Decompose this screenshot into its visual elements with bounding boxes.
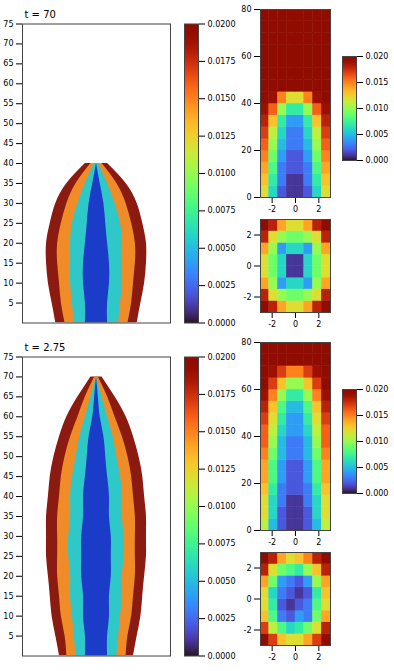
- svg-text:0: 0: [246, 262, 251, 271]
- svg-text:25: 25: [3, 219, 13, 228]
- svg-text:0.010: 0.010: [366, 437, 389, 446]
- svg-text:0.015: 0.015: [366, 411, 389, 420]
- svg-text:0: 0: [246, 595, 251, 604]
- svg-text:50: 50: [3, 119, 13, 128]
- svg-text:0.0075: 0.0075: [208, 539, 236, 548]
- svg-text:2: 2: [316, 538, 321, 546]
- svg-text:40: 40: [3, 159, 13, 168]
- svg-text:0.000: 0.000: [366, 156, 389, 165]
- svg-text:0.005: 0.005: [366, 130, 389, 139]
- svg-text:30: 30: [3, 199, 13, 208]
- svg-text:2: 2: [316, 205, 321, 213]
- svg-text:30: 30: [3, 532, 13, 541]
- svg-text:0.0000: 0.0000: [208, 319, 236, 328]
- svg-text:0.0075: 0.0075: [208, 206, 236, 215]
- svg-text:0.0100: 0.0100: [208, 169, 236, 178]
- svg-text:10: 10: [3, 612, 13, 621]
- svg-text:2: 2: [316, 653, 321, 661]
- svg-text:0.0125: 0.0125: [208, 132, 236, 141]
- svg-text:2: 2: [246, 564, 251, 573]
- svg-text:-2: -2: [268, 320, 276, 328]
- svg-text:35: 35: [3, 512, 13, 521]
- svg-text:0: 0: [293, 320, 298, 328]
- svg-text:50: 50: [3, 452, 13, 461]
- svg-text:80: 80: [241, 5, 251, 14]
- svg-text:75: 75: [3, 353, 13, 362]
- svg-text:55: 55: [3, 432, 13, 441]
- svg-text:0: 0: [293, 653, 298, 661]
- svg-text:t = 2.75: t = 2.75: [25, 342, 66, 353]
- svg-text:-2: -2: [268, 538, 276, 546]
- svg-text:0.0150: 0.0150: [208, 94, 236, 103]
- svg-text:20: 20: [3, 239, 13, 248]
- svg-text:0.0050: 0.0050: [208, 577, 236, 586]
- svg-text:80: 80: [241, 338, 251, 347]
- svg-text:20: 20: [3, 572, 13, 581]
- svg-text:t = 70: t = 70: [25, 9, 56, 20]
- svg-text:0.0025: 0.0025: [208, 614, 236, 623]
- svg-text:40: 40: [3, 492, 13, 501]
- svg-text:0.0200: 0.0200: [208, 353, 236, 362]
- svg-text:0.0175: 0.0175: [208, 390, 236, 399]
- svg-text:5: 5: [8, 299, 13, 308]
- svg-text:0: 0: [246, 526, 251, 535]
- svg-text:40: 40: [241, 99, 251, 108]
- svg-text:-2: -2: [268, 205, 276, 213]
- svg-text:0.0000: 0.0000: [208, 652, 236, 661]
- svg-text:20: 20: [241, 146, 251, 155]
- svg-text:0.0100: 0.0100: [208, 502, 236, 511]
- svg-text:0.020: 0.020: [366, 52, 389, 61]
- svg-text:-2: -2: [244, 293, 252, 302]
- svg-text:0.0125: 0.0125: [208, 465, 236, 474]
- svg-text:0.015: 0.015: [366, 78, 389, 87]
- svg-text:65: 65: [3, 59, 13, 68]
- svg-text:20: 20: [241, 479, 251, 488]
- svg-text:55: 55: [3, 99, 13, 108]
- svg-text:70: 70: [3, 372, 13, 381]
- svg-text:0.0025: 0.0025: [208, 281, 236, 290]
- svg-text:15: 15: [3, 592, 13, 601]
- svg-text:0: 0: [293, 205, 298, 213]
- svg-text:25: 25: [3, 552, 13, 561]
- svg-text:45: 45: [3, 139, 13, 148]
- svg-text:10: 10: [3, 279, 13, 288]
- svg-text:15: 15: [3, 259, 13, 268]
- svg-text:45: 45: [3, 472, 13, 481]
- svg-text:70: 70: [3, 39, 13, 48]
- svg-text:60: 60: [241, 385, 251, 394]
- svg-text:0.005: 0.005: [366, 463, 389, 472]
- svg-text:2: 2: [246, 231, 251, 240]
- svg-text:60: 60: [3, 412, 13, 421]
- svg-text:60: 60: [3, 79, 13, 88]
- svg-text:75: 75: [3, 20, 13, 29]
- svg-text:0.000: 0.000: [366, 489, 389, 498]
- svg-text:2: 2: [316, 320, 321, 328]
- svg-text:0.0050: 0.0050: [208, 244, 236, 253]
- svg-text:65: 65: [3, 392, 13, 401]
- svg-text:0: 0: [246, 193, 251, 202]
- svg-text:-2: -2: [244, 626, 252, 635]
- svg-text:0.0150: 0.0150: [208, 427, 236, 436]
- svg-text:0.010: 0.010: [366, 104, 389, 113]
- svg-text:0.0175: 0.0175: [208, 57, 236, 66]
- svg-text:60: 60: [241, 52, 251, 61]
- svg-text:0.020: 0.020: [366, 385, 389, 394]
- svg-text:0.0200: 0.0200: [208, 20, 236, 29]
- svg-text:40: 40: [241, 432, 251, 441]
- svg-text:-2: -2: [268, 653, 276, 661]
- svg-text:0: 0: [293, 538, 298, 546]
- svg-text:35: 35: [3, 179, 13, 188]
- svg-text:5: 5: [8, 632, 13, 641]
